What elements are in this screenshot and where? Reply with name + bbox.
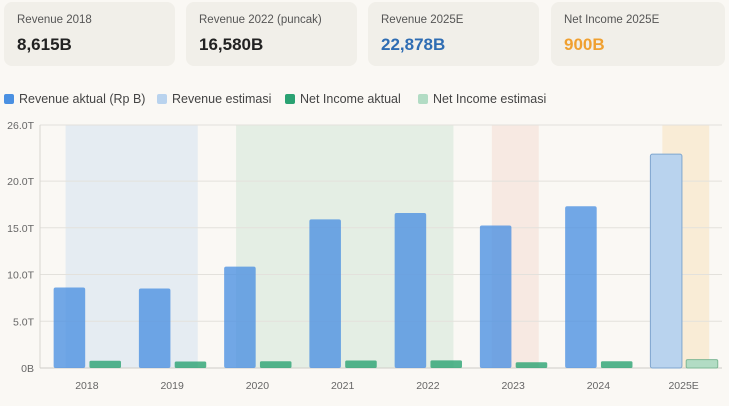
card-net-income-2025e: Net Income 2025E 900B [551, 2, 725, 66]
bar-revenue-actual-2022 [394, 213, 427, 368]
card-revenue-2018: Revenue 2018 8,615B [4, 2, 175, 66]
card-label: Revenue 2022 (puncak) [199, 14, 322, 26]
legend-swatch [418, 94, 428, 104]
card-value: 22,878B [381, 35, 446, 54]
x-tick-label: 2021 [331, 380, 355, 392]
card-revenue-2022: Revenue 2022 (puncak) 16,580B [186, 2, 357, 66]
legend-item-revenue-actual[interactable]: Revenue aktual (Rp B) [4, 92, 145, 106]
bar-revenue-actual-2019 [138, 288, 171, 368]
y-tick-label: 15.0T [7, 223, 34, 235]
x-tick-label: 2023 [501, 380, 525, 392]
legend-label: Revenue estimasi [172, 92, 272, 106]
legend-label: Revenue aktual (Rp B) [19, 92, 146, 106]
bar-revenue-actual-2020 [224, 266, 256, 368]
y-tick-label: 5.0T [13, 316, 35, 328]
legend-label: Net Income aktual [300, 92, 401, 106]
legend-swatch [285, 94, 295, 104]
highlight-band-0 [65, 125, 198, 368]
bar-net-income-actual-2024 [600, 361, 633, 368]
legend-swatch [4, 94, 14, 104]
x-tick-label: 2020 [246, 380, 270, 392]
y-tick-label: 26.0T [7, 120, 34, 132]
card-revenue-2025e: Revenue 2025E 22,878B [368, 2, 539, 66]
card-label: Revenue 2025E [381, 14, 464, 26]
x-tick-label: 2024 [587, 380, 611, 392]
legend-swatch [157, 94, 167, 104]
x-tick-label: 2022 [416, 380, 440, 392]
x-tick-label: 2019 [160, 380, 184, 392]
legend-label: Net Income estimasi [433, 92, 547, 106]
card-label: Net Income 2025E [564, 14, 660, 26]
legend-item-revenue-estimate[interactable]: Revenue estimasi [157, 92, 271, 106]
x-tick-label: 2025E [668, 380, 698, 392]
bar-revenue-actual-2023 [479, 225, 512, 368]
card-value: 900B [564, 35, 605, 54]
bar-revenue-estimate-2025E [649, 153, 683, 369]
bar-net-income-actual-2023 [515, 362, 548, 368]
revenue-bar-chart: 0B 5.0T 10.0T 15.0T 20.0T 26.0T 2018 2019 2020 20… [7, 120, 722, 392]
bar-net-income-estimate-2025E [685, 359, 719, 369]
summary-cards: Revenue 2018 8,615B Revenue 2022 (puncak… [4, 2, 725, 66]
x-tick-label: 2018 [75, 380, 99, 392]
bar-net-income-actual-2022 [430, 360, 462, 368]
bar-revenue-actual-2018 [53, 287, 86, 368]
card-value: 16,580B [199, 35, 264, 54]
bar-revenue-actual-2021 [309, 219, 341, 368]
bar-net-income-actual-2020 [259, 361, 292, 368]
bar-net-income-actual-2019 [174, 361, 207, 368]
card-label: Revenue 2018 [17, 14, 92, 26]
y-tick-label: 10.0T [7, 270, 34, 282]
legend-item-net-income-actual[interactable]: Net Income aktual [285, 92, 401, 106]
y-tick-label: 20.0T [7, 176, 34, 188]
bar-net-income-actual-2018 [89, 360, 121, 368]
bar-net-income-actual-2021 [345, 360, 377, 368]
legend-item-net-income-estimate[interactable]: Net Income estimasi [418, 92, 546, 106]
y-tick-label: 0B [21, 363, 34, 375]
bar-revenue-actual-2024 [565, 206, 597, 368]
card-value: 8,615B [17, 35, 72, 54]
